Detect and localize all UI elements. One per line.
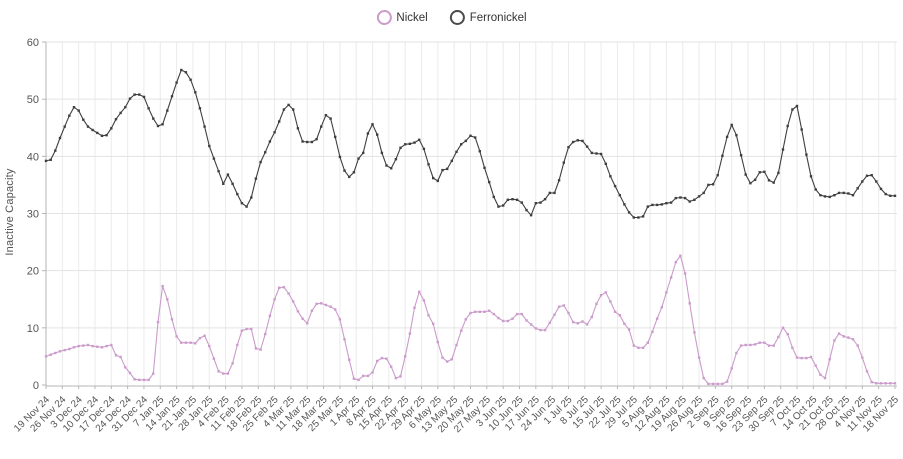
y-tick-label: 30 (27, 209, 39, 221)
legend-label-nickel: Nickel (396, 11, 428, 24)
y-tick-label: 60 (27, 37, 39, 49)
nickel-legend-circle-icon (376, 10, 392, 25)
legend-item-nickel[interactable]: Nickel (376, 10, 428, 25)
ferronickel-legend-circle-icon (449, 10, 465, 25)
nickel-series-markers (44, 254, 897, 386)
y-axis-title: Inactive Capacity (4, 168, 16, 256)
y-tick-label: 40 (27, 151, 39, 163)
y-tick-label: 50 (27, 94, 39, 106)
legend-label-ferronickel: Ferronickel (469, 11, 527, 24)
y-tick-label: 0 (33, 380, 39, 392)
chart-legend: Nickel Ferronickel (376, 10, 527, 25)
y-tick-label: 10 (27, 323, 39, 335)
legend-item-ferronickel[interactable]: Ferronickel (449, 10, 527, 25)
ferronickel-series-markers (44, 68, 897, 219)
y-tick-label: 20 (27, 266, 39, 278)
